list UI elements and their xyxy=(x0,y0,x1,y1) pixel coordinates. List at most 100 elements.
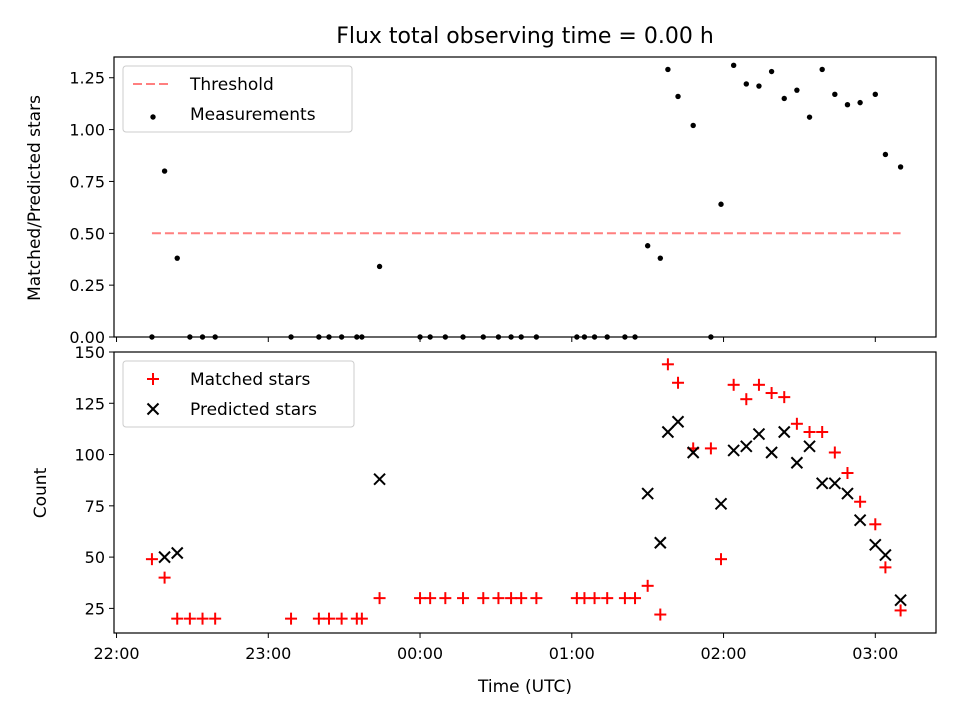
data-point xyxy=(187,334,193,340)
data-point xyxy=(768,68,775,75)
data-point xyxy=(196,612,209,625)
data-point xyxy=(183,612,196,625)
chart-title: Flux total observing time = 0.00 h xyxy=(336,24,714,49)
legend-label: Measurements xyxy=(190,105,316,125)
data-point xyxy=(654,536,667,549)
data-point xyxy=(355,612,368,625)
y-tick-label: 0.00 xyxy=(69,328,105,347)
data-point xyxy=(853,513,867,527)
data-point xyxy=(359,334,365,340)
data-point xyxy=(618,592,631,605)
data-point xyxy=(690,122,696,129)
data-point xyxy=(171,612,184,625)
data-point xyxy=(335,612,348,625)
data-point xyxy=(518,334,524,340)
data-point xyxy=(844,102,851,108)
legend-plus-swatch xyxy=(147,373,159,385)
data-point xyxy=(326,334,332,340)
y-tick-label: 1.00 xyxy=(69,121,105,140)
data-point xyxy=(708,334,714,340)
data-point xyxy=(460,334,466,340)
y-tick-label: 0.25 xyxy=(69,276,105,295)
data-point xyxy=(578,592,591,605)
x-tick-label: 03:00 xyxy=(852,644,898,663)
data-point xyxy=(815,477,829,490)
data-point xyxy=(816,425,829,438)
data-point xyxy=(354,334,360,340)
data-point xyxy=(145,553,158,566)
data-point xyxy=(879,561,892,574)
data-point xyxy=(288,334,294,340)
data-point xyxy=(212,334,218,340)
data-point xyxy=(872,91,878,98)
data-point xyxy=(424,592,437,605)
top-y-axis-label: Matched/Predicted stars xyxy=(25,95,45,301)
data-point xyxy=(457,592,470,605)
data-point xyxy=(778,391,791,404)
legend-box xyxy=(122,65,353,133)
data-point xyxy=(781,95,787,102)
data-point xyxy=(675,93,681,100)
y-tick-label: 125 xyxy=(74,394,105,413)
data-point xyxy=(495,334,502,340)
data-point xyxy=(427,334,433,340)
data-point xyxy=(828,446,841,459)
data-point xyxy=(819,66,825,73)
data-point xyxy=(158,550,171,564)
data-point xyxy=(530,592,543,605)
axes-frame xyxy=(113,351,937,634)
top-axes: 0.00 0.25 0.50 0.75 1.00 1.25 Threshold Measure… xyxy=(69,56,937,347)
data-point xyxy=(854,495,867,508)
data-point xyxy=(373,472,386,486)
data-point xyxy=(727,378,740,391)
data-point xyxy=(790,417,803,430)
y-tick-label: 25 xyxy=(85,599,105,618)
data-point xyxy=(199,334,206,340)
y-tick-label: 150 xyxy=(74,343,105,362)
data-point xyxy=(869,518,882,531)
data-point xyxy=(158,571,171,584)
data-point xyxy=(581,334,588,340)
series-matched-stars xyxy=(145,358,907,625)
x-tick-label: 02:00 xyxy=(700,644,746,663)
data-point xyxy=(869,538,882,552)
data-point xyxy=(752,427,766,441)
data-point xyxy=(171,546,184,560)
legend: Threshold Measurements xyxy=(122,65,353,133)
data-point xyxy=(740,393,753,406)
data-point xyxy=(161,168,168,174)
data-point xyxy=(730,62,737,68)
data-point xyxy=(832,91,838,98)
data-point xyxy=(174,255,180,261)
data-point xyxy=(671,415,685,428)
data-point xyxy=(644,243,651,249)
x-tick-label: 23:00 xyxy=(245,644,291,663)
legend-label: Matched stars xyxy=(190,370,310,390)
data-point xyxy=(790,456,804,469)
data-point xyxy=(515,592,528,605)
data-point xyxy=(480,334,486,340)
data-point xyxy=(765,446,778,459)
data-point xyxy=(794,87,800,93)
data-point xyxy=(897,164,904,170)
data-point xyxy=(752,378,765,391)
series-measurements xyxy=(149,62,904,340)
bottom-axes: 25 50 75 100 125 150 22:00 23:00 00:00 01:00 02:00… xyxy=(74,343,937,663)
data-point xyxy=(665,66,671,73)
x-tick-label: 01:00 xyxy=(549,644,595,663)
data-point xyxy=(492,592,505,605)
data-point xyxy=(632,334,638,340)
data-point xyxy=(591,334,598,340)
x-tick-label: 22:00 xyxy=(93,644,139,663)
data-point xyxy=(209,612,222,625)
y-tick-label: 0.75 xyxy=(69,172,105,191)
data-point xyxy=(841,467,854,480)
data-point xyxy=(477,592,490,605)
data-point xyxy=(718,201,724,207)
data-point xyxy=(574,334,580,340)
data-point xyxy=(622,334,628,340)
data-point xyxy=(714,497,728,510)
data-point xyxy=(601,592,614,605)
data-point xyxy=(322,612,335,625)
